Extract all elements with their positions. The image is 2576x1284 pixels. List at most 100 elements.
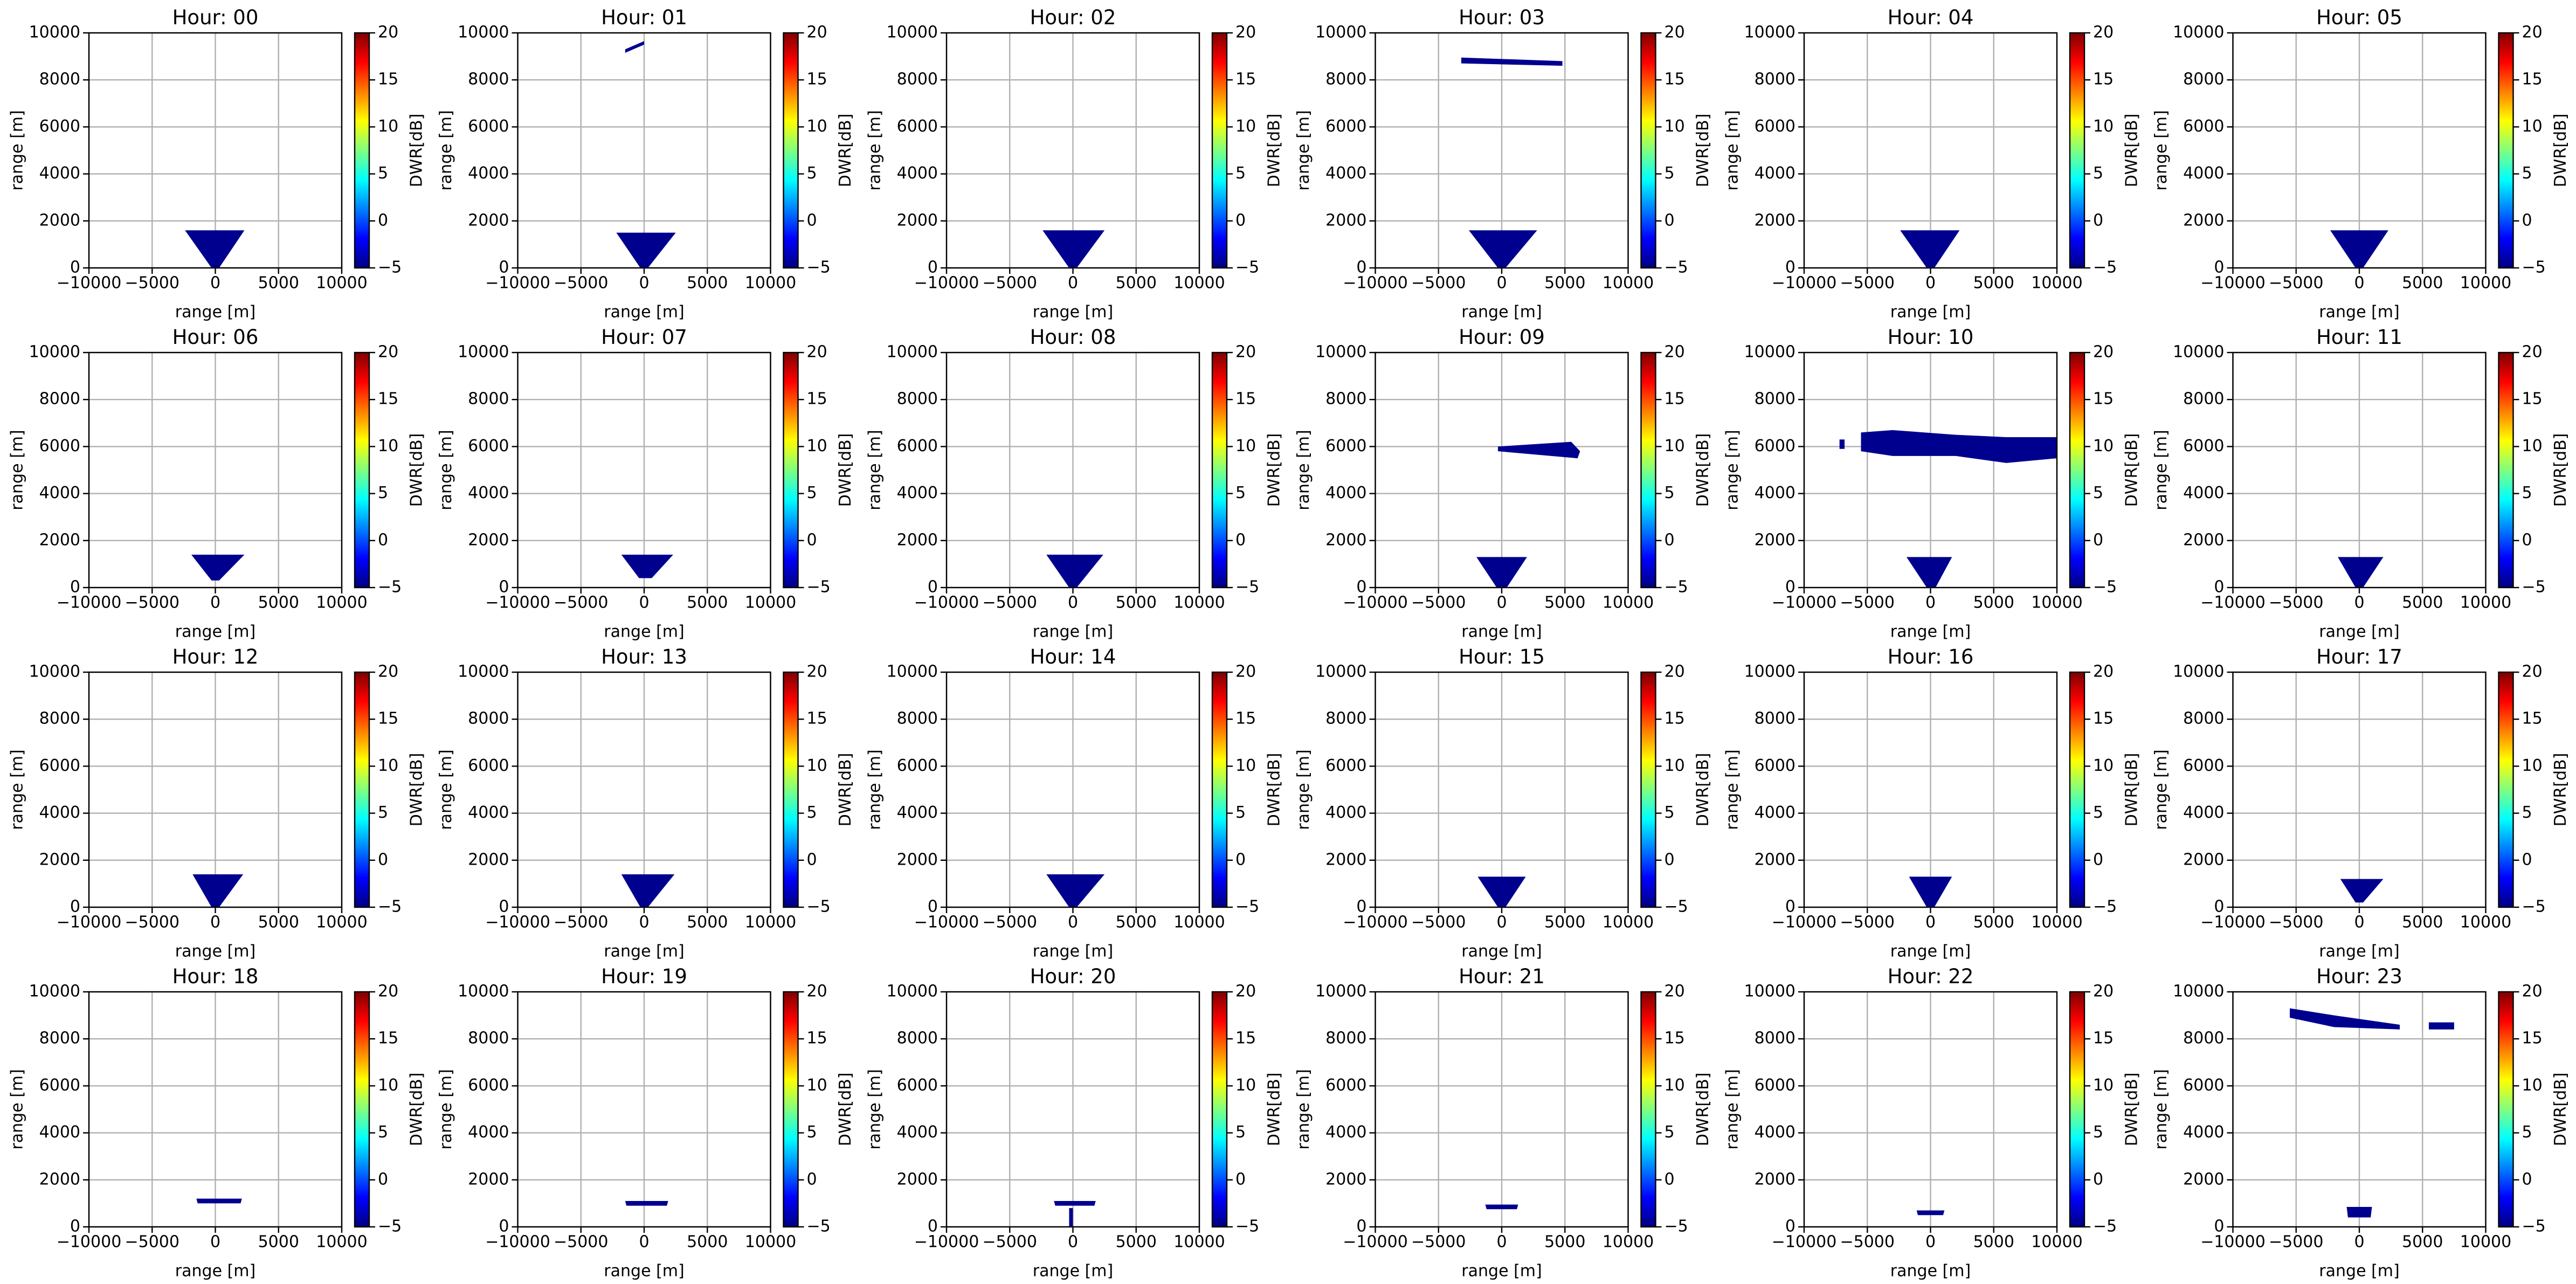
- colorbar-tick-label: 10: [807, 1076, 827, 1095]
- y-tick-label: 0: [2214, 258, 2224, 277]
- y-tick-label: 4000: [1325, 484, 1366, 502]
- y-tick-label: 10000: [887, 662, 938, 681]
- colorbar-tick-label: 5: [1235, 484, 1246, 502]
- y-axis-label: range [m]: [2152, 430, 2171, 510]
- echo-region: [192, 874, 244, 907]
- colorbar-label: DWR[dB]: [1265, 753, 1284, 827]
- y-tick-label: 0: [1356, 578, 1366, 597]
- x-tick-label: 0: [210, 593, 220, 612]
- chart-title: Hour: 09: [1459, 326, 1545, 349]
- colorbar-tick-label: 5: [2093, 1123, 2103, 1142]
- colorbar-label: DWR[dB]: [408, 114, 426, 188]
- colorbar: [2069, 351, 2085, 589]
- colorbar-tick-label: 15: [1665, 390, 1685, 409]
- y-tick-label: 4000: [1325, 164, 1366, 183]
- colorbar-label: DWR[dB]: [1265, 433, 1284, 507]
- y-axis-label: range [m]: [2152, 749, 2171, 830]
- y-tick-label: 10000: [1315, 23, 1366, 42]
- x-tick-label: −10000: [1343, 1233, 1408, 1252]
- colorbar-tick-label: 15: [807, 390, 827, 409]
- colorbar-tick-label: 20: [807, 343, 827, 362]
- chart-title: Hour: 19: [601, 965, 687, 988]
- echo-region: [2340, 879, 2384, 903]
- colorbar-tick-label: 10: [1665, 117, 1685, 136]
- colorbar-tick-label: 10: [1665, 756, 1685, 775]
- x-tick-label: 10000: [2460, 1233, 2511, 1252]
- x-tick-label: −5000: [125, 913, 179, 932]
- y-tick-label: 2000: [2183, 211, 2224, 230]
- y-tick-label: 6000: [39, 756, 80, 775]
- x-tick-label: −5000: [125, 274, 179, 293]
- y-tick-label: 4000: [468, 803, 509, 822]
- colorbar-tick-label: −5: [1665, 258, 1688, 277]
- colorbar-tick-label: −5: [1665, 1217, 1688, 1236]
- colorbar-tick-label: −5: [2522, 898, 2546, 916]
- y-axis-label: range [m]: [866, 430, 885, 510]
- y-tick-label: 8000: [468, 70, 509, 89]
- y-tick-label: 4000: [1325, 803, 1366, 822]
- x-tick-label: 10000: [745, 274, 796, 293]
- x-tick-label: −10000: [485, 1233, 550, 1252]
- x-axis-label: range [m]: [175, 1262, 255, 1281]
- y-tick-label: 2000: [1325, 211, 1366, 230]
- x-tick-label: −5000: [554, 913, 608, 932]
- plot-frame: [1803, 671, 2058, 908]
- colorbar-label: DWR[dB]: [1265, 114, 1284, 188]
- y-tick-label: 0: [2214, 898, 2224, 916]
- y-tick-label: 8000: [897, 70, 938, 89]
- colorbar-tick-label: 20: [807, 23, 827, 42]
- x-tick-label: −10000: [57, 1233, 122, 1252]
- plot-frame: [88, 991, 343, 1228]
- echo-region: [1916, 1210, 1945, 1216]
- x-tick-label: 5000: [687, 274, 728, 293]
- y-tick-label: 2000: [39, 530, 80, 549]
- echo-region: [1861, 430, 2057, 463]
- colorbar-tick-label: −5: [378, 578, 402, 597]
- colorbar-tick-label: 0: [378, 211, 388, 230]
- echo-region: [2346, 1206, 2372, 1218]
- colorbar-tick-label: 5: [2093, 484, 2103, 502]
- y-tick-label: 8000: [1325, 70, 1366, 89]
- colorbar: [2069, 32, 2085, 269]
- colorbar-tick-label: 15: [378, 70, 398, 89]
- x-axis-label: range [m]: [175, 942, 255, 961]
- colorbar-tick-label: 10: [2522, 756, 2543, 775]
- y-axis-label: range [m]: [1723, 749, 1742, 830]
- colorbar-tick-label: 5: [807, 1123, 817, 1142]
- echo-region: [1461, 57, 1563, 66]
- y-tick-label: 10000: [458, 662, 509, 681]
- y-axis-label: range [m]: [1294, 1069, 1313, 1149]
- colorbar-label: DWR[dB]: [408, 1073, 426, 1147]
- plot-frame: [88, 32, 343, 269]
- colorbar-tick-label: 10: [2093, 1076, 2114, 1095]
- colorbar-tick-label: 0: [1665, 850, 1675, 869]
- y-tick-label: 6000: [468, 756, 509, 775]
- colorbar-tick-label: 0: [2093, 211, 2103, 230]
- y-tick-label: 0: [70, 578, 80, 597]
- colorbar-tick-label: −5: [2093, 1217, 2117, 1236]
- y-tick-label: 4000: [1755, 484, 1795, 502]
- x-tick-label: 10000: [2031, 913, 2082, 932]
- colorbar-tick-label: 20: [2522, 982, 2543, 1001]
- x-axis-label: range [m]: [604, 303, 684, 322]
- x-tick-label: 0: [1496, 1233, 1507, 1252]
- x-tick-label: −10000: [1343, 274, 1408, 293]
- colorbar-tick-label: −5: [1235, 258, 1259, 277]
- y-tick-label: 6000: [1325, 1076, 1366, 1095]
- y-tick-label: 4000: [2183, 484, 2224, 502]
- y-tick-label: 10000: [1315, 982, 1366, 1001]
- colorbar-tick-label: 20: [2093, 23, 2114, 42]
- x-tick-label: 5000: [687, 913, 728, 932]
- echo-region: [1042, 230, 1105, 268]
- colorbar-tick-label: 10: [1665, 437, 1685, 455]
- y-axis-label: range [m]: [437, 430, 455, 510]
- colorbar-tick-label: −5: [807, 1217, 831, 1236]
- colorbar-label: DWR[dB]: [836, 433, 855, 507]
- y-tick-label: 8000: [1325, 1029, 1366, 1048]
- colorbar-tick-label: 0: [807, 530, 817, 549]
- y-axis-label: range [m]: [437, 749, 455, 830]
- plot-frame: [2232, 671, 2487, 908]
- y-tick-label: 10000: [1744, 343, 1795, 362]
- colorbar-tick-label: 15: [1665, 70, 1685, 89]
- x-tick-label: −10000: [914, 1233, 979, 1252]
